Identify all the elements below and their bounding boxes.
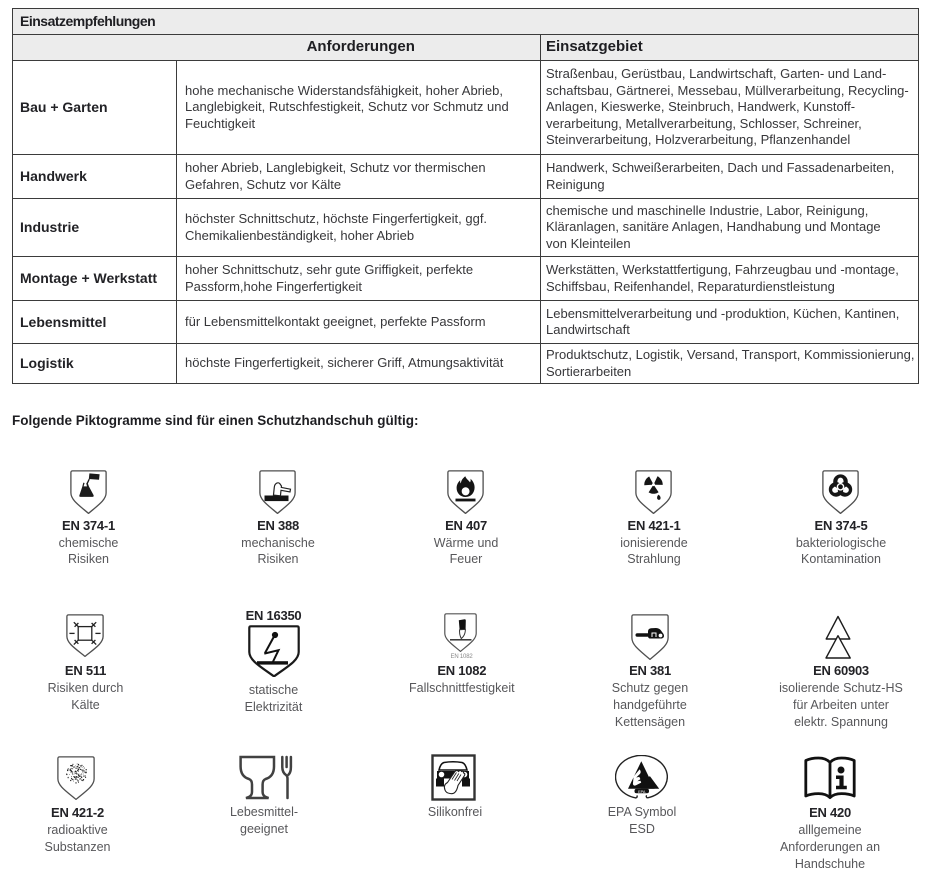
svg-text:EPA: EPA: [638, 790, 646, 794]
